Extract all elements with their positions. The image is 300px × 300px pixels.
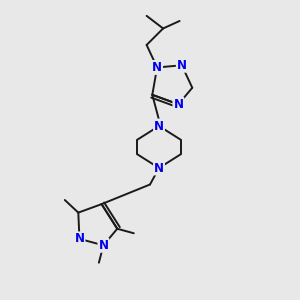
- Text: N: N: [154, 161, 164, 175]
- Text: N: N: [173, 98, 183, 111]
- Text: N: N: [98, 239, 108, 252]
- Text: N: N: [177, 59, 187, 72]
- Text: N: N: [154, 119, 164, 133]
- Text: N: N: [74, 232, 85, 245]
- Text: N: N: [152, 61, 162, 74]
